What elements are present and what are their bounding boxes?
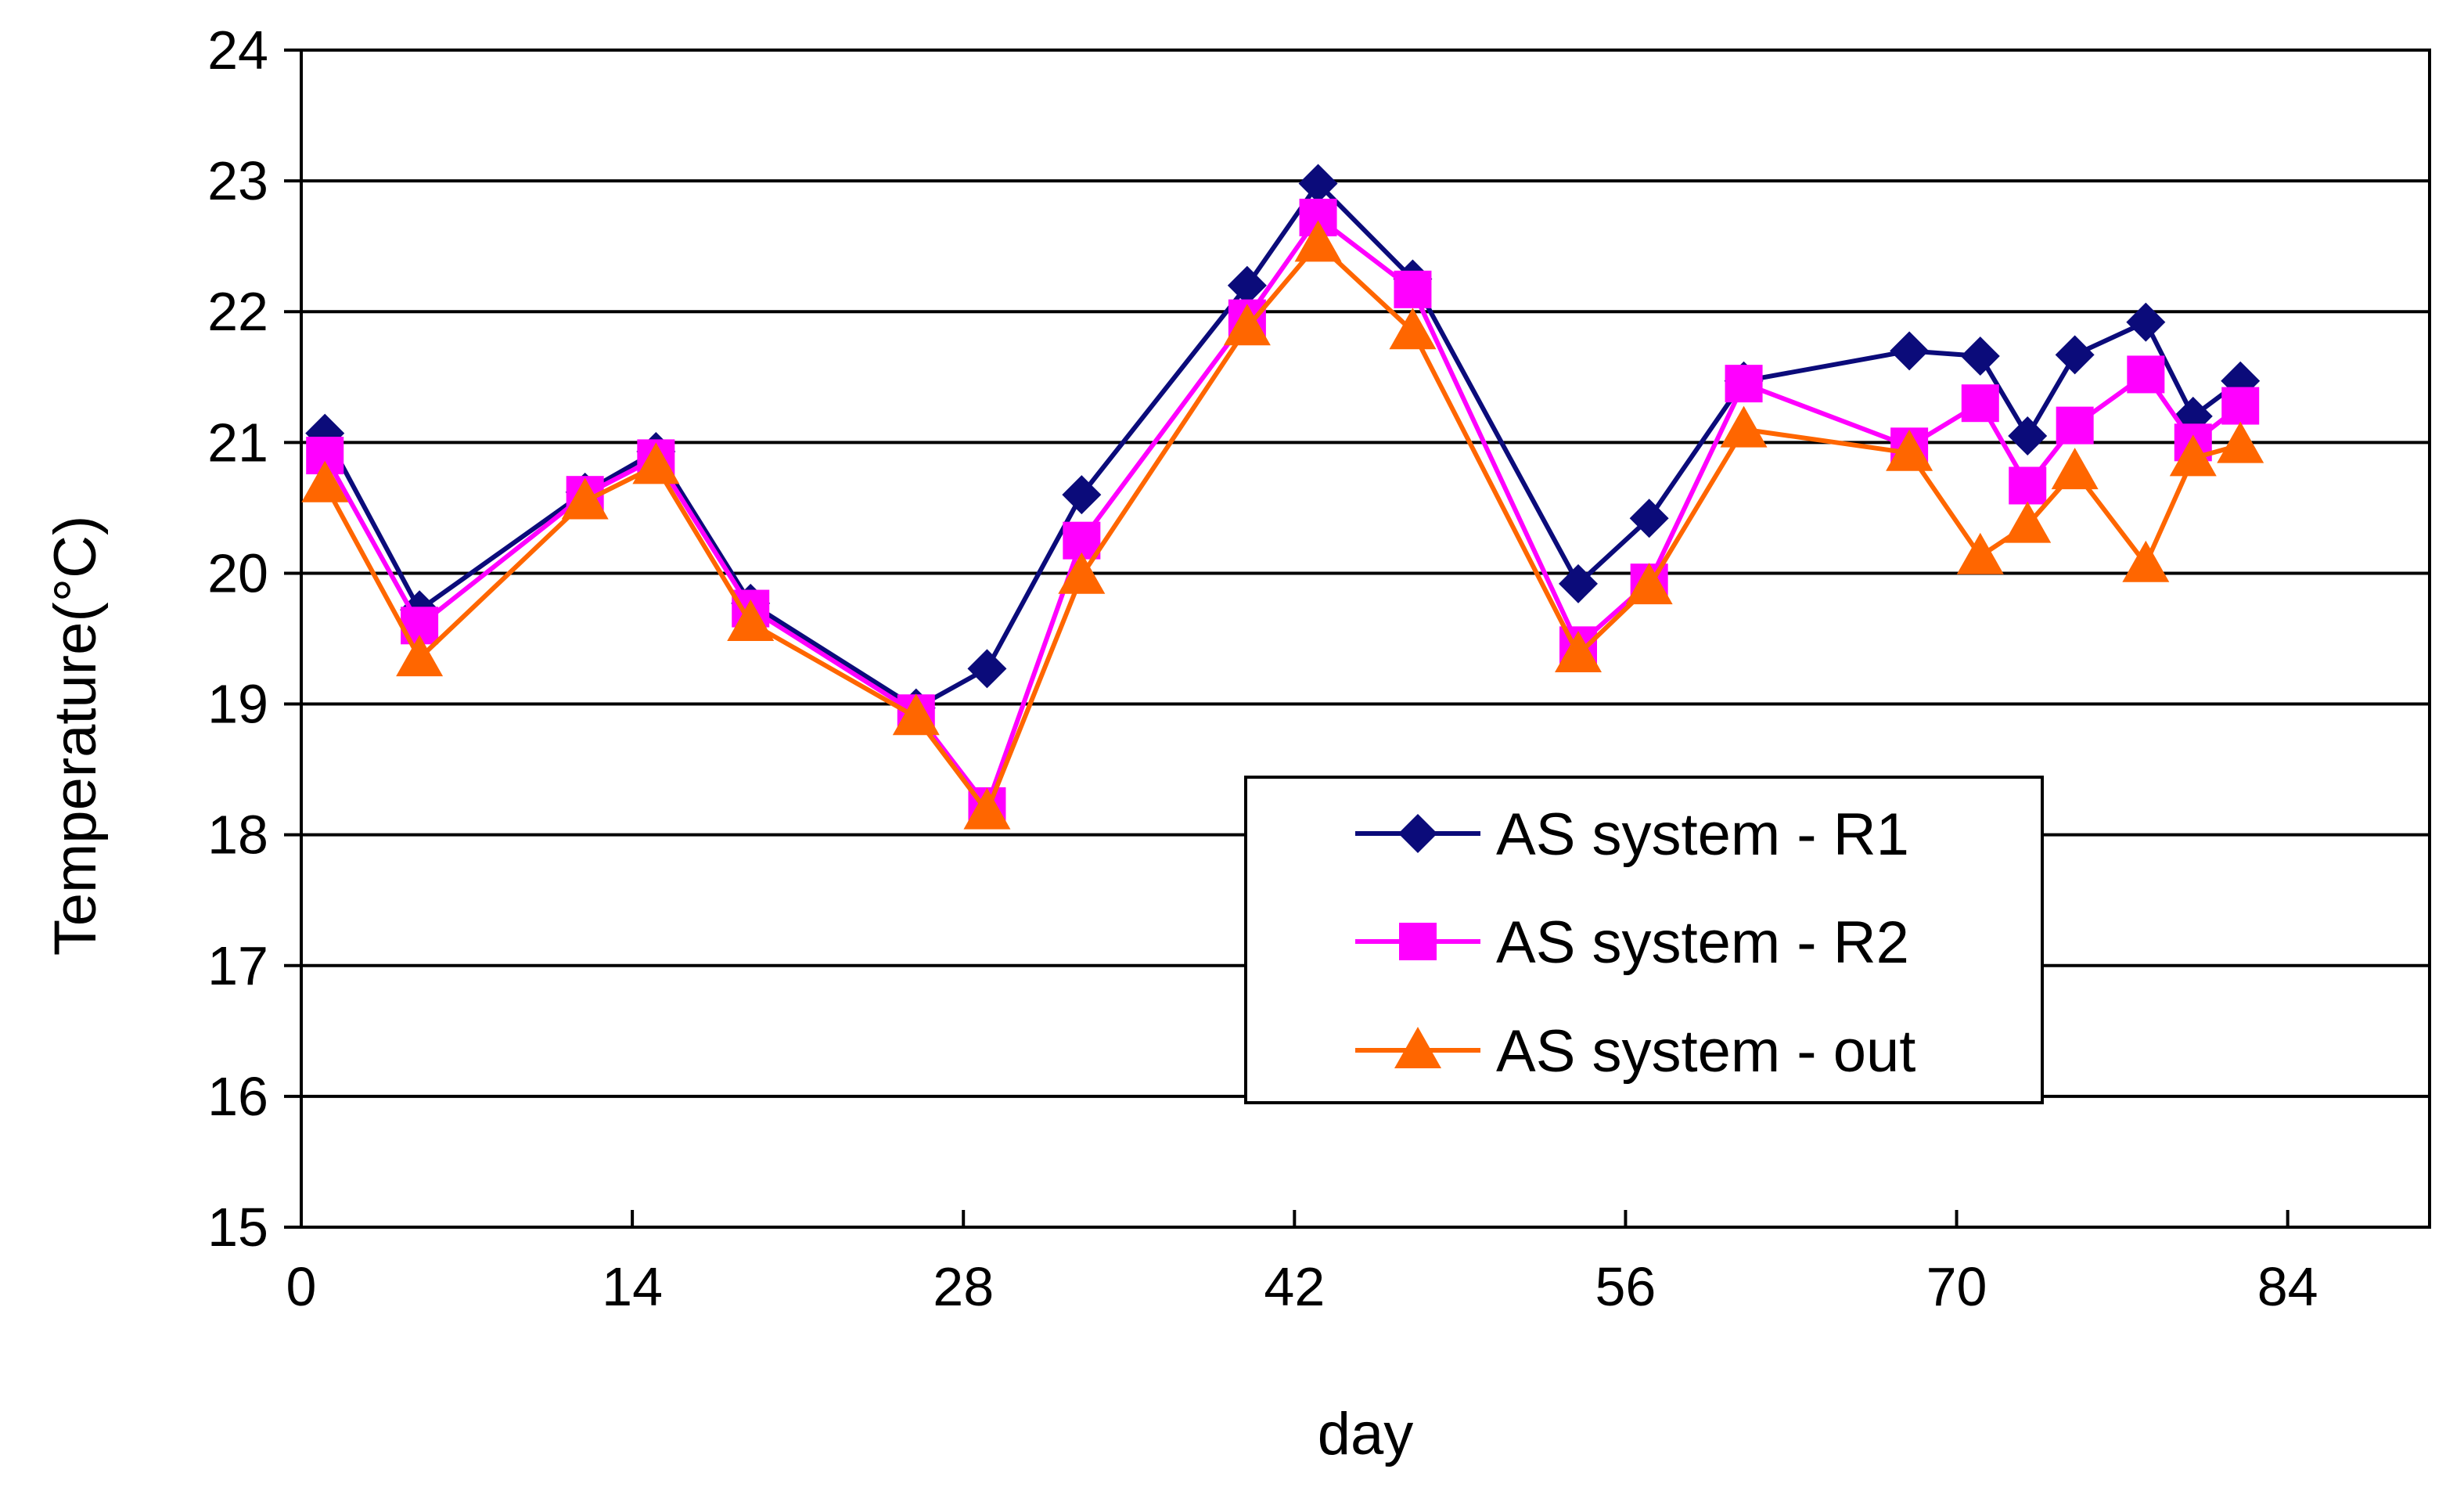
data-point [2126,302,2166,342]
x-tick-label: 84 [2257,1256,2318,1317]
data-point [2008,416,2048,455]
data-point [1886,429,1933,471]
x-tick-label: 56 [1595,1256,1656,1317]
data-point [1720,405,1768,448]
y-tick-label: 18 [207,805,268,866]
data-point [1625,563,1673,605]
y-tick-label: 22 [207,281,268,342]
data-point [1227,265,1267,305]
y-tick-label: 17 [207,935,268,996]
legend: AS system - R1 AS system - R2 AS system … [1244,776,2044,1104]
legend-marker-out [1394,1027,1441,1068]
data-point [727,599,775,641]
data-point [1223,304,1271,346]
y-tick-label: 20 [207,542,268,603]
legend-item-r2: AS system - R2 [1355,909,1909,976]
x-tick-label: 42 [1264,1256,1325,1317]
data-point [1629,499,1669,538]
data-point [1960,337,2000,376]
legend-label-r2: AS system - R2 [1496,909,1909,976]
data-point [2009,466,2047,505]
legend-marker-r2 [1399,923,1437,960]
data-point [1725,365,1763,403]
data-point [963,787,1011,830]
data-point [1058,552,1106,594]
y-tick-label: 16 [207,1066,268,1127]
data-point [2122,540,2170,582]
y-tick-label: 19 [207,674,268,735]
y-axis-title: Temperature(°C) [42,516,109,956]
data-point [561,477,609,520]
data-point [2221,387,2260,425]
data-point [1890,331,1930,371]
legend-marker-r1 [1398,814,1437,853]
data-point [892,693,940,736]
plot-area-frame [300,49,2431,1229]
data-point [2127,355,2165,394]
y-tick-label: 21 [207,412,268,473]
data-point [1394,270,1432,308]
data-point [1298,164,1338,203]
data-point [1294,220,1342,262]
y-axis: 15 16 17 18 19 20 21 22 23 24 [207,20,301,1258]
x-tick-label: 28 [933,1256,994,1317]
data-point [1555,631,1602,673]
y-tick-label: 23 [207,150,268,211]
legend-item-out: AS system - out [1355,1018,1915,1085]
data-point [396,635,444,677]
x-axis: 0 14 28 42 56 70 84 [286,1210,2318,1317]
data-point [1956,532,2004,574]
data-point [1559,563,1598,603]
series-layer [301,164,2264,830]
data-point [2055,335,2095,375]
data-point [2169,434,2217,477]
y-tick-label: 15 [207,1197,268,1258]
legend-label-out: AS system - out [1496,1018,1915,1085]
legend-label-r1: AS system - R1 [1496,801,1909,868]
data-point [632,442,680,484]
legend-item-r1: AS system - R1 [1355,801,1909,868]
data-point [2051,448,2099,490]
data-point [2217,421,2264,463]
y-tick-label: 24 [207,20,268,81]
data-point [967,649,1007,689]
series-3 [301,220,2264,830]
data-point [1961,384,1999,423]
data-point [301,460,349,502]
x-tick-label: 0 [286,1256,317,1317]
x-tick-label: 14 [602,1256,663,1317]
x-tick-label: 70 [1926,1256,1987,1317]
data-point [2056,406,2094,445]
data-point [1389,308,1437,350]
x-axis-title: day [1318,1401,1414,1467]
data-point [2004,501,2052,543]
data-point [1062,475,1102,515]
